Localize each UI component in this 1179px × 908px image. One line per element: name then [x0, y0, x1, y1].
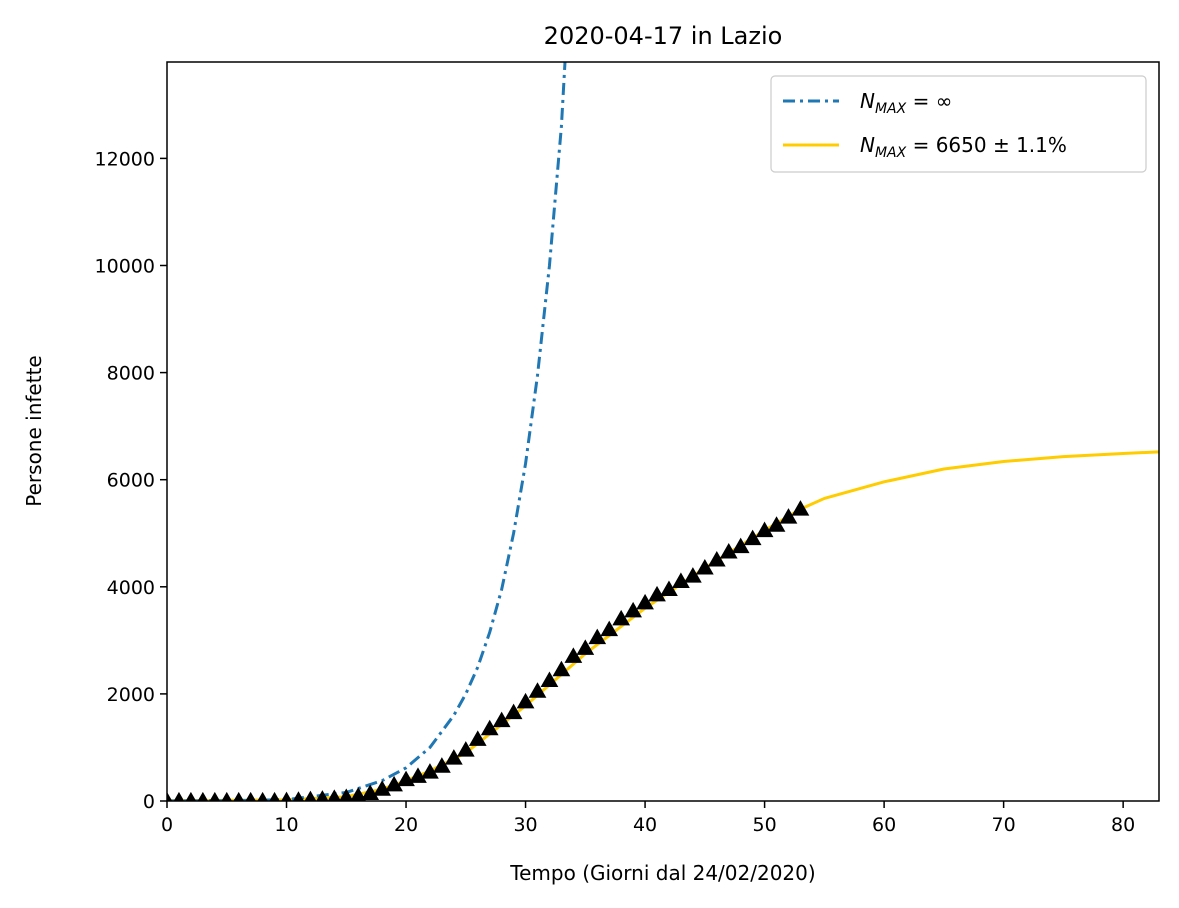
x-tick-label: 50 [752, 814, 776, 836]
data-point [743, 529, 762, 546]
legend-box [770, 75, 1147, 173]
data-point [672, 572, 690, 588]
legend-entry-logistic-base: N [860, 133, 875, 157]
data-point [327, 789, 342, 801]
data-point [755, 521, 774, 538]
legend-entry-logistic-rest: = 6650 ± 1.1% [906, 133, 1067, 157]
data-point [456, 741, 475, 757]
data-point [185, 791, 197, 801]
legend-entry-logistic-sub: MAX [875, 145, 907, 161]
data-point [373, 780, 391, 796]
legend-entry-exponential-rest: = ∞ [906, 89, 952, 113]
x-tick-label: 30 [513, 814, 537, 836]
data-point [791, 500, 810, 516]
data-point [167, 791, 173, 801]
data-point [245, 791, 256, 801]
data-point [695, 559, 714, 575]
data-point [564, 647, 583, 663]
data-point [624, 601, 642, 618]
data-point [516, 692, 535, 709]
data-point [552, 660, 571, 677]
legend-entry-logistic: NMAX = 6650 ± 1.1% [860, 133, 1067, 161]
legend-entry-exponential-sub: MAX [875, 101, 907, 117]
data-point [636, 593, 654, 610]
data-point [540, 671, 559, 688]
legend-entry-exponential: NMAX = ∞ [860, 89, 952, 117]
x-axis-label: Tempo (Giorni dal 24/02/2020) [509, 861, 815, 885]
x-tick-label: 40 [633, 814, 657, 836]
data-point [292, 791, 305, 801]
x-tick-label: 80 [1111, 814, 1135, 836]
data-point [385, 775, 403, 792]
y-tick-label: 12000 [95, 148, 155, 170]
data-point [492, 711, 511, 728]
data-point [731, 537, 750, 554]
x-tick-label: 10 [274, 814, 298, 836]
y-tick-label: 2000 [107, 684, 155, 706]
data-point [779, 508, 798, 524]
data-point [257, 791, 268, 801]
plot-frame [166, 61, 1160, 802]
data-point [209, 791, 221, 801]
data-point [767, 516, 786, 532]
data-point [339, 788, 354, 801]
legend-entry-exponential-base: N [860, 89, 875, 113]
data-point [197, 791, 209, 801]
data-point [648, 585, 666, 602]
data-point [233, 791, 244, 801]
data-point [173, 791, 185, 801]
x-tick-label: 20 [394, 814, 418, 836]
data-point [468, 730, 487, 746]
x-tick-label: 0 [161, 814, 173, 836]
data-point [612, 609, 631, 626]
chart-title: 2020-04-17 in Lazio [544, 22, 783, 50]
data-point [684, 567, 702, 583]
data-point [707, 551, 726, 567]
data-point [660, 580, 678, 596]
y-axis-label: Persone infette [22, 355, 46, 506]
data-point [600, 620, 619, 637]
data-point [588, 628, 607, 645]
data-point [444, 749, 463, 765]
x-tick-label: 70 [992, 814, 1016, 836]
data-point [316, 790, 329, 801]
data-point [421, 763, 439, 779]
x-tick-label: 60 [872, 814, 896, 836]
y-tick-label: 6000 [107, 470, 155, 492]
data-point [304, 790, 317, 801]
data-point [719, 542, 738, 559]
data-point [361, 784, 380, 801]
data-point [350, 787, 367, 801]
data-point [528, 682, 547, 698]
data-point [281, 791, 292, 801]
y-tick-label: 10000 [95, 255, 155, 277]
data-point [409, 767, 427, 783]
data-point [269, 791, 280, 801]
data-point [433, 757, 451, 773]
data-point [504, 703, 523, 720]
y-tick-label: 0 [143, 791, 155, 813]
legend: NMAX = ∞ NMAX = 6650 ± 1.1% [770, 75, 1147, 173]
data-point [480, 719, 499, 736]
y-tick-label: 4000 [107, 577, 155, 599]
data-point [576, 639, 595, 655]
data-point [221, 791, 232, 801]
y-tick-label: 8000 [107, 363, 155, 385]
